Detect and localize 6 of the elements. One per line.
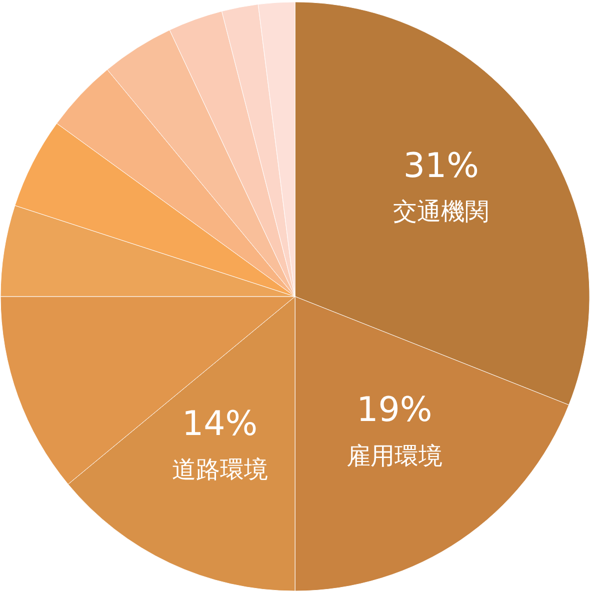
slice-label: 交通機関: [393, 198, 490, 226]
data-label: 19%: [356, 390, 432, 430]
slice-label: 雇用環境: [346, 442, 442, 470]
data-label: 31%: [403, 146, 479, 186]
slice-label: 道路環境: [172, 456, 268, 484]
data-label: 14%: [182, 404, 258, 444]
